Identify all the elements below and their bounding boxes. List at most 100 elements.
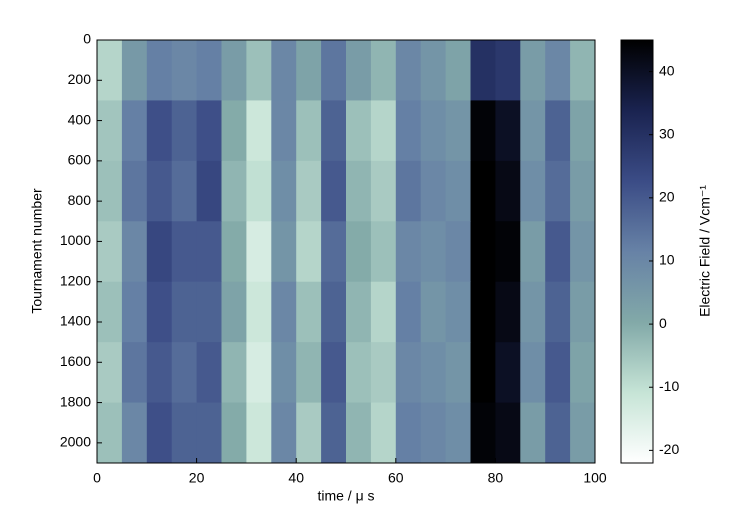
y-tick-label: 1200 xyxy=(60,272,91,288)
heatmap-cell xyxy=(346,281,372,343)
heatmap-cell xyxy=(520,281,546,343)
heatmap-cell xyxy=(470,281,496,343)
heatmap-cell xyxy=(121,160,148,222)
heatmap-cell xyxy=(97,342,123,404)
y-tick-label: 400 xyxy=(68,111,92,127)
heatmap-cell xyxy=(296,281,322,343)
heatmap-cell xyxy=(321,402,347,464)
heatmap-cell xyxy=(271,160,297,222)
heatmap-cell xyxy=(470,342,496,404)
heatmap-cell xyxy=(545,40,571,101)
heatmap-cell xyxy=(246,40,272,101)
heatmap-cell xyxy=(196,281,222,343)
heatmap-cell xyxy=(121,281,148,343)
heatmap-cell xyxy=(570,221,596,283)
y-tick-label: 1000 xyxy=(60,232,91,248)
heatmap-cell xyxy=(495,160,521,222)
plot-frame xyxy=(96,39,596,464)
heatmap-cell xyxy=(370,160,397,222)
colorbar-tick-label: 40 xyxy=(659,62,675,78)
colorbar-tick-label: -20 xyxy=(659,441,679,457)
heatmap-cell xyxy=(370,342,397,404)
heatmap-cell xyxy=(570,160,596,222)
y-tick-label: 2000 xyxy=(60,434,91,450)
heatmap-cell xyxy=(321,281,347,343)
heatmap-cell xyxy=(97,160,123,222)
x-tick-label: 60 xyxy=(388,470,404,486)
y-tick-label: 1800 xyxy=(60,393,91,409)
heatmap-cell xyxy=(121,342,148,404)
heatmap-cell xyxy=(545,160,571,222)
colorbar-label: Electric Field / Vcm⁻¹ xyxy=(697,185,713,317)
colorbar-tick-label: 30 xyxy=(659,125,675,141)
y-axis-label: Tournament number xyxy=(29,188,45,314)
heatmap-cell xyxy=(520,221,546,283)
heatmap-cell xyxy=(246,160,272,222)
colorbar-tick-label: 0 xyxy=(659,315,667,331)
heatmap-cell xyxy=(520,342,546,404)
heatmap-cell xyxy=(146,281,173,343)
heatmap-cell xyxy=(296,402,322,464)
heatmap-cell xyxy=(495,221,521,283)
heatmap-cell xyxy=(171,160,198,222)
heatmap-cell xyxy=(121,100,148,162)
heatmap-cell xyxy=(271,221,297,283)
heatmap-cell xyxy=(271,100,297,162)
heatmap-cell xyxy=(470,402,496,464)
heatmap-cell xyxy=(445,100,471,162)
heatmap-cell xyxy=(196,221,222,283)
heatmap-cell xyxy=(495,40,521,101)
heatmap-cell xyxy=(321,100,347,162)
heatmap-cell xyxy=(570,342,596,404)
heatmap-cell xyxy=(370,100,397,162)
heatmap-cell xyxy=(420,221,447,283)
heatmap-cell xyxy=(97,402,123,464)
heatmap-cell xyxy=(221,160,247,222)
heatmap-cell xyxy=(346,402,372,464)
heatmap-cell xyxy=(520,160,546,222)
heatmap-cell xyxy=(146,402,173,464)
heatmap-cell xyxy=(146,221,173,283)
heatmap-cell xyxy=(246,281,272,343)
heatmap-cell xyxy=(420,402,447,464)
x-tick-label: 20 xyxy=(189,470,205,486)
heatmap-cell xyxy=(196,40,222,101)
heatmap-cell xyxy=(221,342,247,404)
heatmap-cell xyxy=(97,221,123,283)
heatmap-cell xyxy=(420,100,447,162)
y-tick-label: 1400 xyxy=(60,313,91,329)
colorbar xyxy=(620,39,654,464)
heatmap-cell xyxy=(420,281,447,343)
heatmap-cell xyxy=(171,40,198,101)
heatmap-cell xyxy=(271,40,297,101)
heatmap-cell xyxy=(420,40,447,101)
heatmap-cell xyxy=(470,40,496,101)
y-tick-label: 800 xyxy=(68,192,92,208)
heatmap-cell xyxy=(395,221,422,283)
heatmap-cell xyxy=(520,402,546,464)
heatmap-cell xyxy=(570,100,596,162)
heatmap-cell xyxy=(395,160,422,222)
heatmap-cell xyxy=(520,40,546,101)
heatmap-cell xyxy=(321,160,347,222)
heatmap-cell xyxy=(221,402,247,464)
heatmap-cell xyxy=(296,40,322,101)
heatmap-cell xyxy=(171,342,198,404)
heatmap-cell xyxy=(121,40,148,101)
heatmap-cell xyxy=(146,100,173,162)
heatmap-cell xyxy=(296,100,322,162)
heatmap-cell xyxy=(370,402,397,464)
heatmap-cell xyxy=(321,221,347,283)
heatmap-cell xyxy=(296,342,322,404)
heatmap-cell xyxy=(246,402,272,464)
heatmap-cell xyxy=(445,402,471,464)
heatmap-cell xyxy=(296,221,322,283)
heatmap-cell xyxy=(470,100,496,162)
heatmap-cell xyxy=(196,342,222,404)
heatmap-cell xyxy=(271,342,297,404)
heatmap-cell xyxy=(171,281,198,343)
heatmap-cell xyxy=(146,342,173,404)
heatmap-cell xyxy=(321,40,347,101)
y-tick-label: 0 xyxy=(83,31,91,47)
